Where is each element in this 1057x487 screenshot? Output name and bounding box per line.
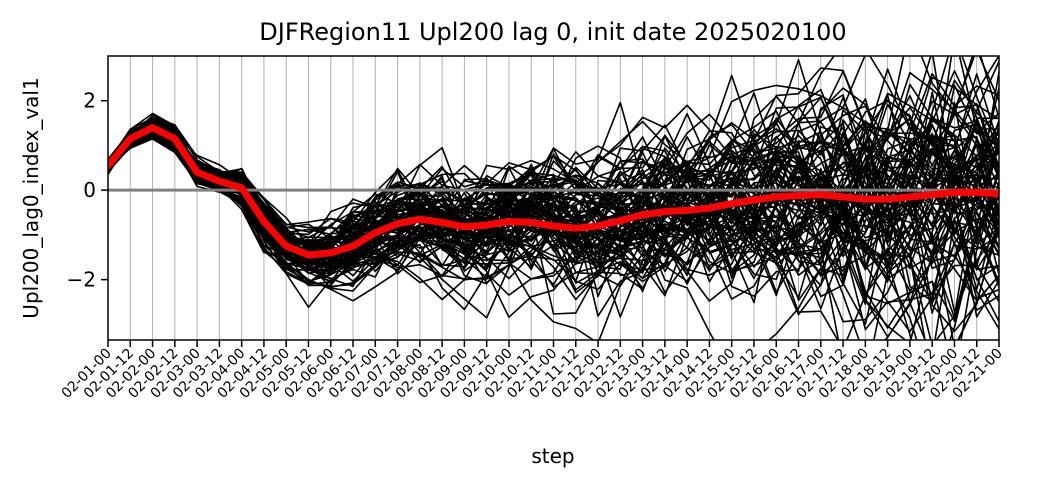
x-axis-label: step bbox=[531, 444, 574, 468]
chart-title: DJFRegion11 Upl200 lag 0, init date 2025… bbox=[259, 18, 846, 46]
y-tick-label: 0 bbox=[83, 178, 96, 202]
ensemble-mean-line bbox=[108, 124, 999, 259]
y-tick-label: 2 bbox=[83, 89, 96, 113]
y-tick-label: −2 bbox=[67, 268, 96, 292]
plot-area: −20202-01-0002-01-1202-02-0002-02-1202-0… bbox=[59, 55, 1006, 402]
ensemble-member-line bbox=[108, 73, 999, 270]
ensemble-member-line bbox=[108, 117, 999, 294]
y-axis-label: Upl200_lag0_index_val1 bbox=[19, 77, 43, 318]
series-group bbox=[108, 56, 999, 340]
